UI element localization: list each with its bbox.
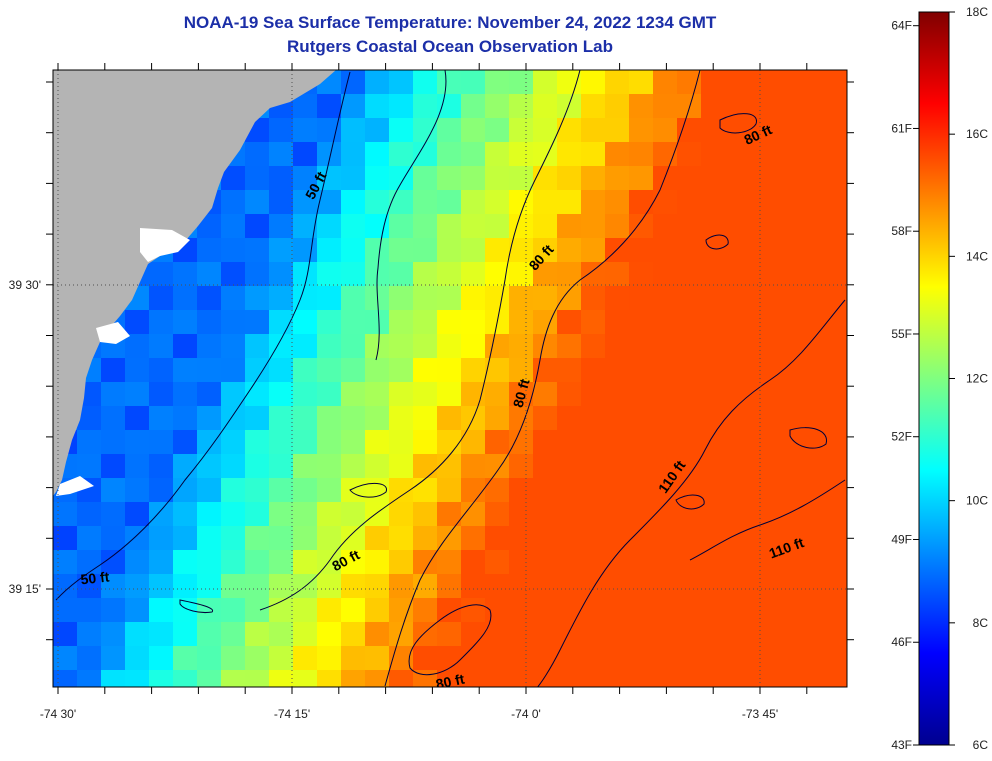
colorbar-gradient [918,11,950,746]
latitude-tick-label: 39 15' [9,582,41,596]
map-frame [52,69,848,688]
axis-ticks [46,63,854,694]
celsius-label: 8C [973,616,989,630]
fahrenheit-label: 55F [891,327,912,341]
longitude-tick-label: -74 30' [40,707,76,721]
axis-labels: -74 30' -74 15' -74 0' -73 45' 39 30' 39 15' [9,278,778,721]
fahrenheit-label: 61F [891,121,912,135]
fahrenheit-label: 43F [891,738,912,752]
celsius-label: 12C [966,372,988,386]
fahrenheit-label: 49F [891,532,912,546]
contour-label: 80 ft [510,377,533,409]
land-mass [53,70,336,496]
longitude-tick-label: -73 45' [742,707,778,721]
fahrenheit-label: 46F [891,635,912,649]
fahrenheit-label: 58F [891,224,912,238]
longitude-tick-label: -74 0' [511,707,541,721]
latitude-tick-label: 39 30' [9,278,41,292]
graticule [53,70,847,687]
longitude-tick-label: -74 15' [274,707,310,721]
fahrenheit-label: 52F [891,430,912,444]
contour-label: 50 ft [80,568,111,587]
contour-label: 80 ft [434,671,466,693]
celsius-label: 18C [966,5,988,19]
celsius-label: 14C [966,249,988,263]
celsius-label: 6C [973,738,989,752]
colorbar: 18C 16C 14C 12C 10C 8C 6C 64F 61F 58F 55F 52F 49F 46F… [891,5,988,752]
celsius-label: 10C [966,494,988,508]
map-subtitle: Rutgers Coastal Ocean Observation Lab [287,37,613,56]
celsius-label: 16C [966,127,988,141]
map-title: NOAA-19 Sea Surface Temperature: Novembe… [183,13,717,32]
fahrenheit-label: 64F [891,19,912,33]
colorbar-labels: 18C 16C 14C 12C 10C 8C 6C 64F 61F 58F 55F 52F 49F 46F… [891,5,988,752]
bathymetry-contours [55,70,846,687]
